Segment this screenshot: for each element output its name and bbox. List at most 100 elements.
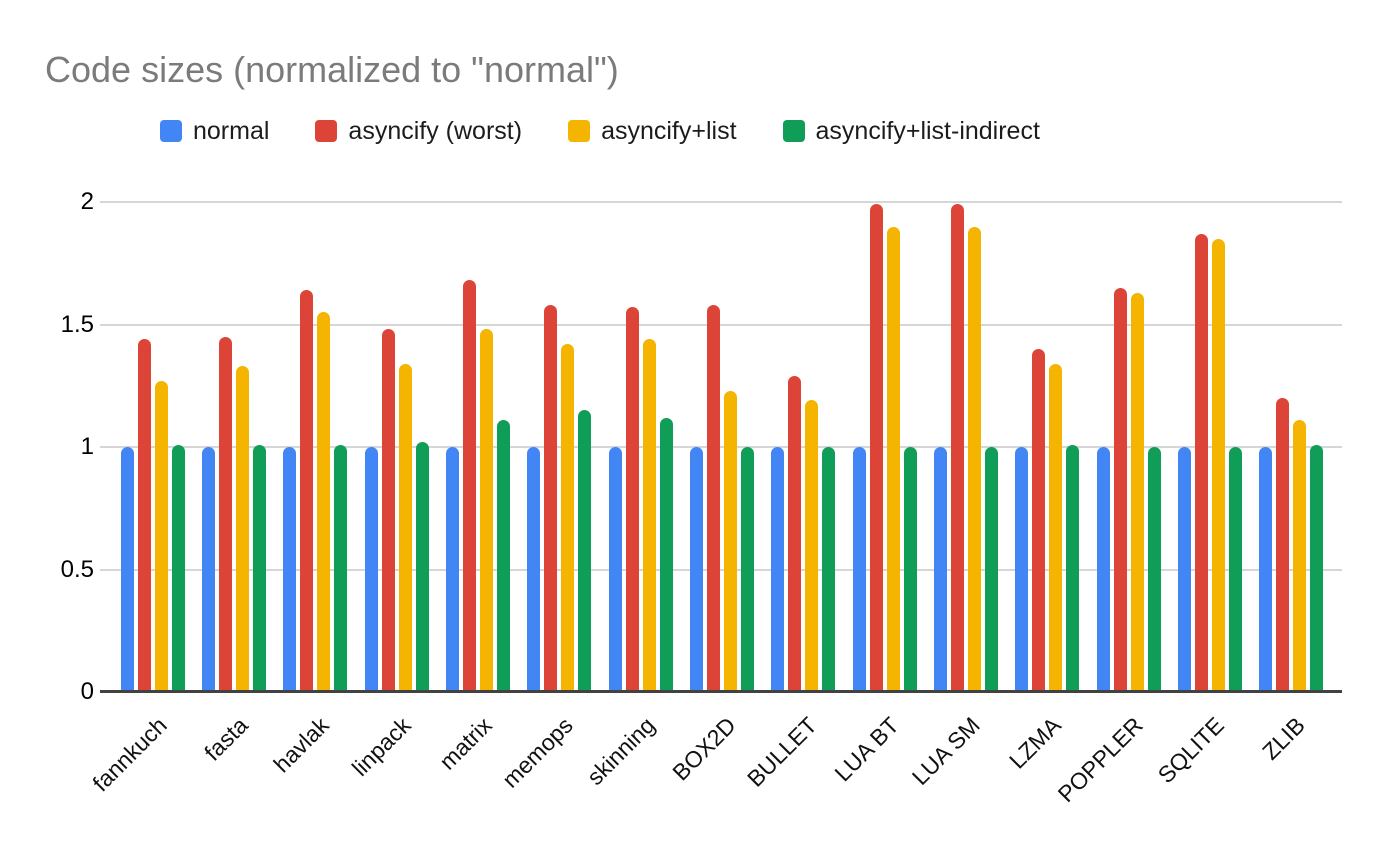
bar-asyncify-list-indirect-linpack bbox=[415, 442, 429, 692]
bar-normal-lua-sm bbox=[933, 447, 947, 692]
bar-asyncify-list-indirect-sqlite bbox=[1228, 447, 1242, 692]
bar-asyncify-list-matrix bbox=[479, 329, 493, 692]
legend-item-asyncify-list: asyncify+list bbox=[568, 116, 737, 146]
bar-asyncify-worst-skinning bbox=[625, 307, 639, 692]
bar-asyncify-list-indirect-box2d bbox=[740, 447, 754, 692]
bar-asyncify-list-linpack bbox=[398, 363, 412, 692]
x-axis-label-matrix: matrix bbox=[434, 711, 497, 775]
legend-label: asyncify (worst) bbox=[348, 116, 523, 145]
y-axis-label-1.5: 1.5 bbox=[60, 310, 94, 338]
legend-swatch-icon bbox=[315, 120, 338, 142]
x-axis-label-box2d: BOX2D bbox=[667, 711, 741, 786]
bar-asyncify-worst-zlib bbox=[1276, 398, 1290, 692]
legend-label: asyncify+list-indirect bbox=[815, 116, 1040, 145]
legend-item-normal: normal bbox=[160, 117, 269, 146]
bar-group-poppler bbox=[1088, 182, 1169, 692]
bar-asyncify-list-indirect-matrix bbox=[496, 420, 510, 692]
bar-asyncify-list-indirect-bullet bbox=[822, 447, 836, 692]
plot-area: 0 0.5 1 1.5 2 fannkuch fasta havlak linpack matri… bbox=[61, 182, 1342, 807]
bar-group-fannkuch bbox=[112, 182, 193, 692]
legend-item-asyncify-worst: asyncify (worst) bbox=[315, 117, 522, 146]
bar-group-lzma bbox=[1007, 182, 1088, 692]
bar-normal-sqlite bbox=[1177, 447, 1191, 692]
bar-normal-fannkuch bbox=[120, 447, 134, 692]
x-axis-label-poppler: POPPLER bbox=[1052, 711, 1148, 808]
bar-asyncify-worst-fannkuch bbox=[137, 339, 151, 692]
bar-asyncify-list-indirect-skinning bbox=[659, 417, 673, 692]
x-axis-label-fannkuch: fannkuch bbox=[87, 711, 172, 797]
bar-asyncify-list-lzma bbox=[1049, 363, 1063, 692]
bar-normal-poppler bbox=[1096, 447, 1110, 692]
bar-asyncify-list-indirect-lua-bt bbox=[903, 447, 917, 692]
bar-normal-zlib bbox=[1259, 447, 1273, 692]
bar-asyncify-worst-sqlite bbox=[1194, 233, 1208, 692]
bar-group-bullet bbox=[763, 182, 844, 692]
legend-item-asyncify-list-indirect: asyncify+list-indirect bbox=[782, 116, 1040, 146]
bar-asyncify-worst-linpack bbox=[381, 329, 395, 692]
bar-asyncify-list-fannkuch bbox=[154, 380, 168, 692]
y-axis-label-0.5: 0.5 bbox=[60, 555, 94, 583]
bar-group-sqlite bbox=[1169, 182, 1250, 692]
bar-asyncify-worst-memops bbox=[544, 304, 558, 692]
legend-swatch-icon bbox=[782, 120, 805, 142]
x-axis-label-bullet: BULLET bbox=[742, 711, 823, 792]
bar-group-fasta bbox=[193, 182, 274, 692]
bar-normal-havlak bbox=[283, 447, 297, 692]
bar-asyncify-list-box2d bbox=[723, 390, 737, 692]
bar-normal-lzma bbox=[1015, 447, 1029, 692]
legend-swatch-icon bbox=[160, 120, 182, 142]
gridline-2 bbox=[100, 201, 1342, 203]
legend-label: normal bbox=[193, 116, 270, 145]
bar-asyncify-list-indirect-lua-sm bbox=[984, 447, 998, 692]
bar-group-matrix bbox=[437, 182, 518, 692]
bar-group-havlak bbox=[275, 182, 356, 692]
gridline-1.5 bbox=[100, 323, 1342, 326]
bar-asyncify-list-indirect-havlak bbox=[334, 444, 348, 692]
bar-asyncify-list-indirect-poppler bbox=[1147, 447, 1161, 692]
bar-asyncify-worst-lua-bt bbox=[869, 204, 883, 692]
bar-normal-bullet bbox=[771, 447, 785, 692]
x-axis-label-lzma: LZMA bbox=[1004, 711, 1067, 774]
bar-asyncify-list-bullet bbox=[805, 400, 819, 692]
bar-asyncify-list-indirect-zlib bbox=[1310, 444, 1324, 692]
x-axis-label-havlak: havlak bbox=[268, 711, 335, 778]
bar-group-memops bbox=[519, 182, 600, 692]
x-axis-label-sqlite: SQLITE bbox=[1152, 711, 1229, 789]
bar-asyncify-worst-lua-sm bbox=[950, 204, 964, 692]
bar-group-box2d bbox=[681, 182, 762, 692]
bar-asyncify-list-memops bbox=[561, 344, 575, 692]
legend-label: asyncify+list bbox=[601, 116, 737, 145]
bar-normal-skinning bbox=[608, 447, 622, 692]
bar-asyncify-list-skinning bbox=[642, 339, 656, 692]
bar-asyncify-list-indirect-lzma bbox=[1066, 444, 1080, 692]
bar-asyncify-worst-bullet bbox=[788, 375, 802, 692]
bar-normal-box2d bbox=[689, 447, 703, 692]
x-axis-label-fasta: fasta bbox=[199, 711, 253, 766]
bar-asyncify-list-lua-bt bbox=[886, 226, 900, 692]
bar-asyncify-list-indirect-memops bbox=[578, 410, 592, 692]
y-axis-label-2: 2 bbox=[80, 188, 94, 215]
x-axis-label-zlib: ZLIB bbox=[1257, 711, 1311, 765]
bar-group-linpack bbox=[356, 182, 437, 692]
bar-normal-fasta bbox=[201, 447, 215, 692]
gridline-1 bbox=[100, 446, 1342, 448]
bar-asyncify-list-fasta bbox=[235, 366, 249, 692]
x-axis-label-lua-sm: LUA SM bbox=[906, 711, 985, 791]
bar-group-zlib bbox=[1251, 182, 1332, 692]
x-axis-label-skinning: skinning bbox=[581, 711, 660, 791]
x-axis-label-linpack: linpack bbox=[346, 711, 416, 781]
y-axis-label-1: 1 bbox=[80, 433, 94, 460]
bar-normal-linpack bbox=[364, 447, 378, 692]
bar-asyncify-list-indirect-fasta bbox=[252, 444, 266, 692]
bar-asyncify-list-indirect-fannkuch bbox=[171, 444, 185, 692]
gridline-0.5 bbox=[100, 568, 1342, 571]
bar-asyncify-list-havlak bbox=[317, 312, 331, 692]
y-axis-label-0: 0 bbox=[80, 678, 94, 705]
bar-group-skinning bbox=[600, 182, 681, 692]
bar-group-lua-bt bbox=[844, 182, 925, 692]
bar-asyncify-worst-poppler bbox=[1113, 287, 1127, 692]
bar-asyncify-list-lua-sm bbox=[967, 226, 981, 692]
legend-swatch-icon bbox=[568, 120, 591, 142]
bar-group-lua-sm bbox=[925, 182, 1006, 692]
